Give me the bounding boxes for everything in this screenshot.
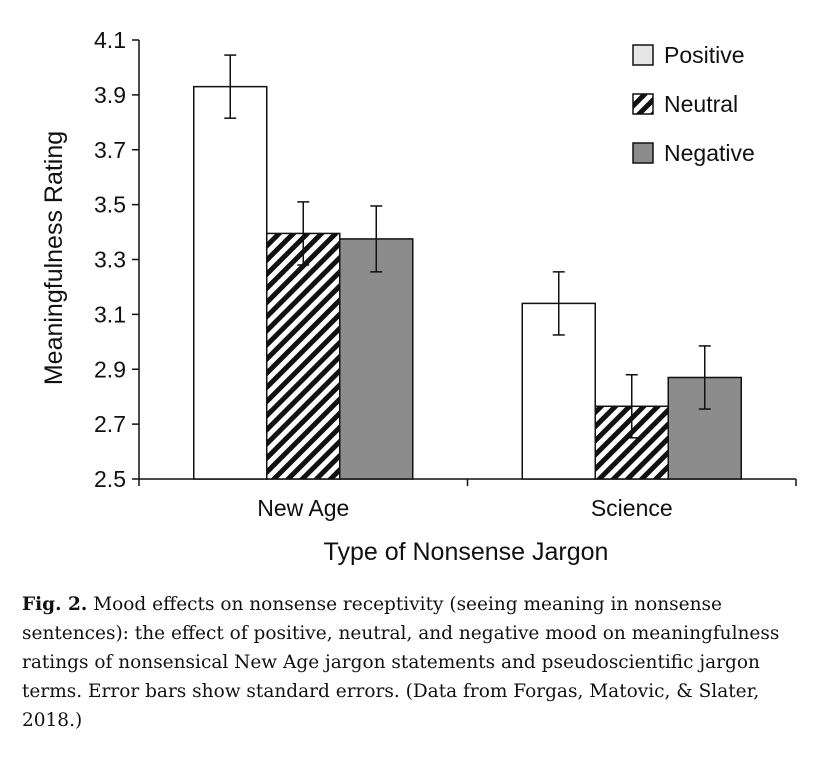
bar-negative: [339, 238, 414, 480]
legend: Positive Neutral Negative: [632, 42, 755, 166]
x-axis-label: Type of Nonsense Jargon: [324, 538, 609, 566]
legend-swatch-neutral: [632, 93, 654, 115]
legend-swatch-positive: [632, 44, 654, 66]
error-bars: [224, 54, 711, 439]
legend-swatch-negative: [632, 142, 654, 164]
legend-label-neutral: Neutral: [664, 91, 738, 117]
x-tick-label: New Age: [257, 495, 349, 521]
y-tick-label: 2.7: [94, 411, 126, 437]
caption-text: Mood effects on nonsense receptivity (se…: [22, 594, 780, 731]
bar-chart: 2.5 2.7 2.9 3.1 3.3 3.5 3.7 3.9 4.1 New Age Scienc…: [40, 27, 797, 566]
axes: 2.5 2.7 2.9 3.1 3.3 3.5 3.7 3.9 4.1 New Age Scienc…: [94, 27, 797, 521]
y-tick-label: 2.5: [94, 466, 126, 492]
y-tick-label: 3.5: [94, 192, 126, 218]
legend-label-negative: Negative: [664, 140, 755, 166]
bar-positive: [193, 85, 268, 480]
legend-label-positive: Positive: [664, 42, 745, 68]
y-tick-label: 3.7: [94, 137, 126, 163]
y-axis-label: Meaningfulness Rating: [40, 131, 68, 385]
caption-label: Fig. 2.: [22, 594, 88, 615]
y-tick-label: 3.9: [94, 82, 126, 108]
y-tick-label: 4.1: [94, 27, 126, 53]
figure-caption: Fig. 2. Mood effects on nonsense recepti…: [22, 590, 822, 735]
y-tick-label: 3.1: [94, 301, 126, 327]
y-tick-label: 2.9: [94, 356, 126, 382]
bar-neutral: [266, 232, 341, 480]
bars: [193, 85, 742, 480]
x-tick-label: Science: [591, 495, 673, 521]
y-tick-label: 3.3: [94, 247, 126, 273]
